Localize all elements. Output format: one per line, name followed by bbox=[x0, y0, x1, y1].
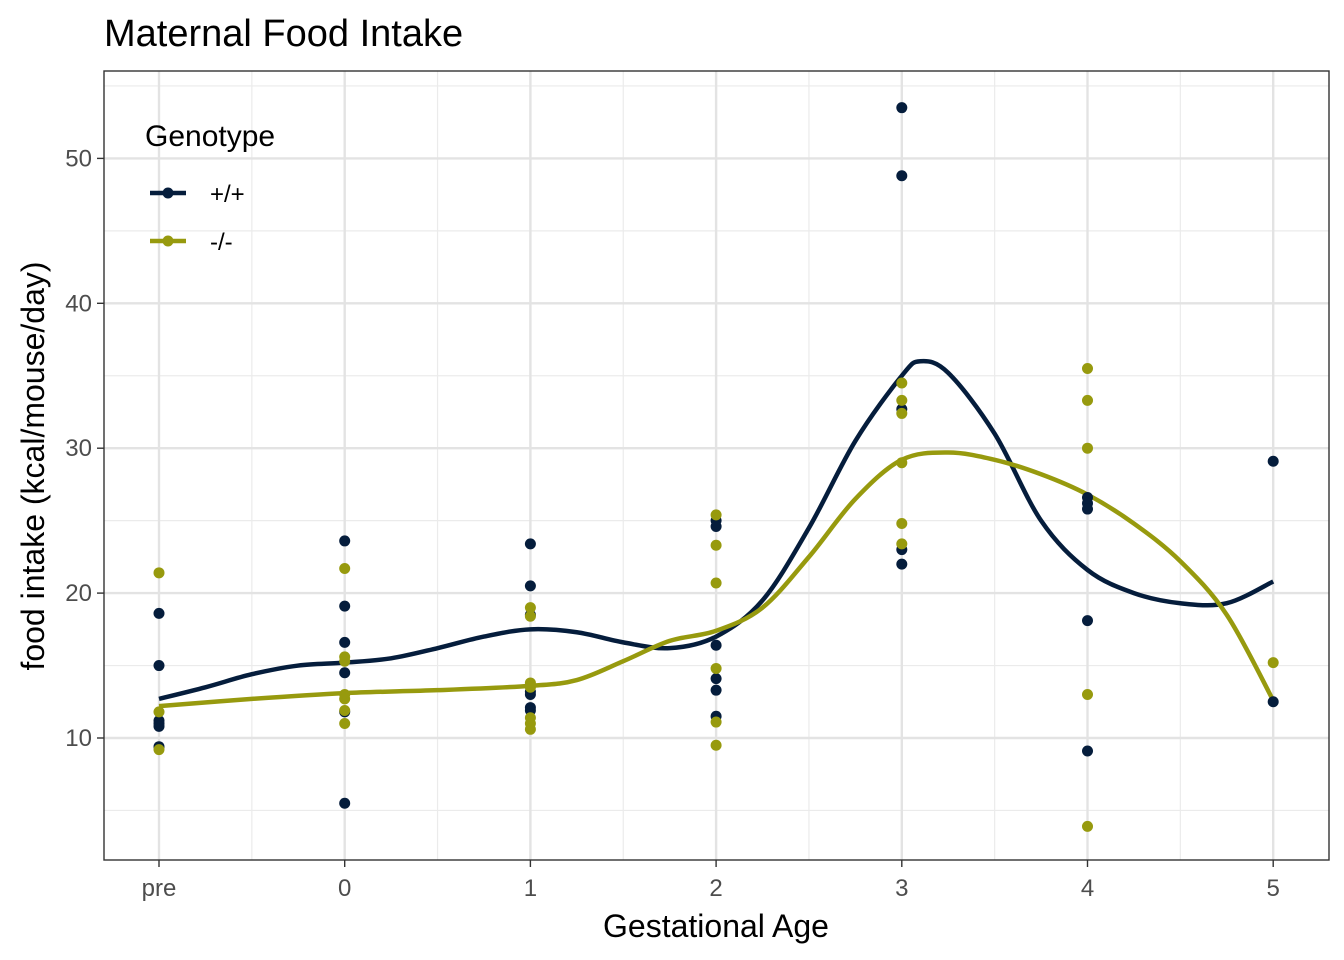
series-2-point bbox=[896, 538, 908, 550]
x-tick-label: pre bbox=[142, 875, 177, 902]
series-2-point bbox=[339, 693, 351, 705]
series-1-point bbox=[153, 720, 165, 732]
legend: Genotype +/+ -/- bbox=[145, 120, 275, 256]
gridlines bbox=[104, 71, 1329, 860]
series-2-point bbox=[896, 518, 908, 530]
series-2-point bbox=[1082, 689, 1093, 701]
x-tick-label: 2 bbox=[709, 875, 722, 902]
series-2-point bbox=[710, 577, 722, 589]
x-tick-label: 0 bbox=[338, 875, 351, 902]
series-2-point bbox=[524, 610, 536, 622]
series-2-point bbox=[710, 662, 722, 674]
series-1-point bbox=[339, 636, 351, 648]
series-2-point bbox=[1082, 820, 1093, 832]
y-axis-title: food intake (kcal/mouse/day) bbox=[15, 261, 51, 670]
series-1-point bbox=[524, 538, 536, 550]
series-1-point bbox=[710, 639, 722, 651]
data-points bbox=[153, 102, 1279, 832]
series-line-1 bbox=[158, 358, 1275, 702]
series-2-point bbox=[339, 704, 351, 716]
x-tick-label: 1 bbox=[524, 875, 537, 902]
legend-label: +/+ bbox=[210, 181, 245, 208]
series-1-point bbox=[896, 558, 908, 570]
series-1-point bbox=[339, 667, 351, 679]
legend-label: -/- bbox=[210, 229, 233, 256]
x-axis: pre 0 1 2 3 4 5 bbox=[142, 860, 1280, 902]
x-tick-label: 3 bbox=[895, 875, 908, 902]
series-2-point bbox=[153, 567, 165, 579]
series-1-point bbox=[153, 660, 165, 672]
series-1-point bbox=[1267, 696, 1279, 708]
y-axis: 10 20 30 40 50 bbox=[65, 145, 104, 752]
x-axis-title: Gestational Age bbox=[603, 908, 829, 944]
series-1-point bbox=[710, 684, 722, 696]
y-tick-label: 50 bbox=[65, 145, 92, 172]
series-line-2 bbox=[158, 450, 1276, 709]
series-2-point bbox=[1082, 442, 1093, 454]
series-1-point bbox=[896, 170, 908, 182]
series-2-point bbox=[339, 562, 351, 574]
series-2-point bbox=[896, 407, 908, 419]
series-2-point bbox=[153, 706, 165, 718]
chart-title: Maternal Food Intake bbox=[104, 13, 463, 55]
series-1-point bbox=[153, 607, 165, 619]
series-1-point bbox=[710, 520, 722, 532]
series-1-point bbox=[1082, 745, 1093, 757]
series-2-point bbox=[896, 377, 908, 389]
legend-key-point bbox=[162, 235, 174, 247]
series-2-point bbox=[896, 394, 908, 406]
series-2-point bbox=[1082, 394, 1093, 406]
series-2-point bbox=[339, 655, 351, 667]
series-1-point bbox=[896, 102, 908, 114]
series-2-point bbox=[524, 723, 536, 735]
legend-key-point bbox=[162, 187, 174, 199]
series-1-point bbox=[1082, 615, 1093, 627]
series-1-point bbox=[524, 580, 536, 592]
series-2-point bbox=[1267, 657, 1279, 669]
y-tick-label: 20 bbox=[65, 580, 92, 607]
x-tick-label: 5 bbox=[1267, 875, 1280, 902]
series-1-point bbox=[339, 797, 351, 809]
series-2-point bbox=[896, 457, 908, 469]
y-tick-label: 40 bbox=[65, 290, 92, 317]
y-tick-label: 10 bbox=[65, 725, 92, 752]
series-1-point bbox=[339, 535, 351, 547]
series-1-point bbox=[339, 600, 351, 612]
series-1-point bbox=[1267, 455, 1279, 467]
series-2-point bbox=[524, 602, 536, 614]
series-2-point bbox=[710, 539, 722, 551]
series-2-point bbox=[153, 744, 165, 756]
x-tick-label: 4 bbox=[1081, 875, 1094, 902]
series-2-point bbox=[524, 681, 536, 693]
series-2-point bbox=[339, 718, 351, 730]
y-tick-label: 30 bbox=[65, 435, 92, 462]
legend-title: Genotype bbox=[145, 120, 275, 153]
series-2-point bbox=[1082, 363, 1093, 375]
series-1-point bbox=[710, 673, 722, 685]
series-2-point bbox=[710, 716, 722, 728]
series-1-point bbox=[1082, 503, 1093, 515]
series-2-point bbox=[710, 739, 722, 751]
smooth-lines bbox=[158, 358, 1276, 709]
series-2-point bbox=[710, 509, 722, 521]
